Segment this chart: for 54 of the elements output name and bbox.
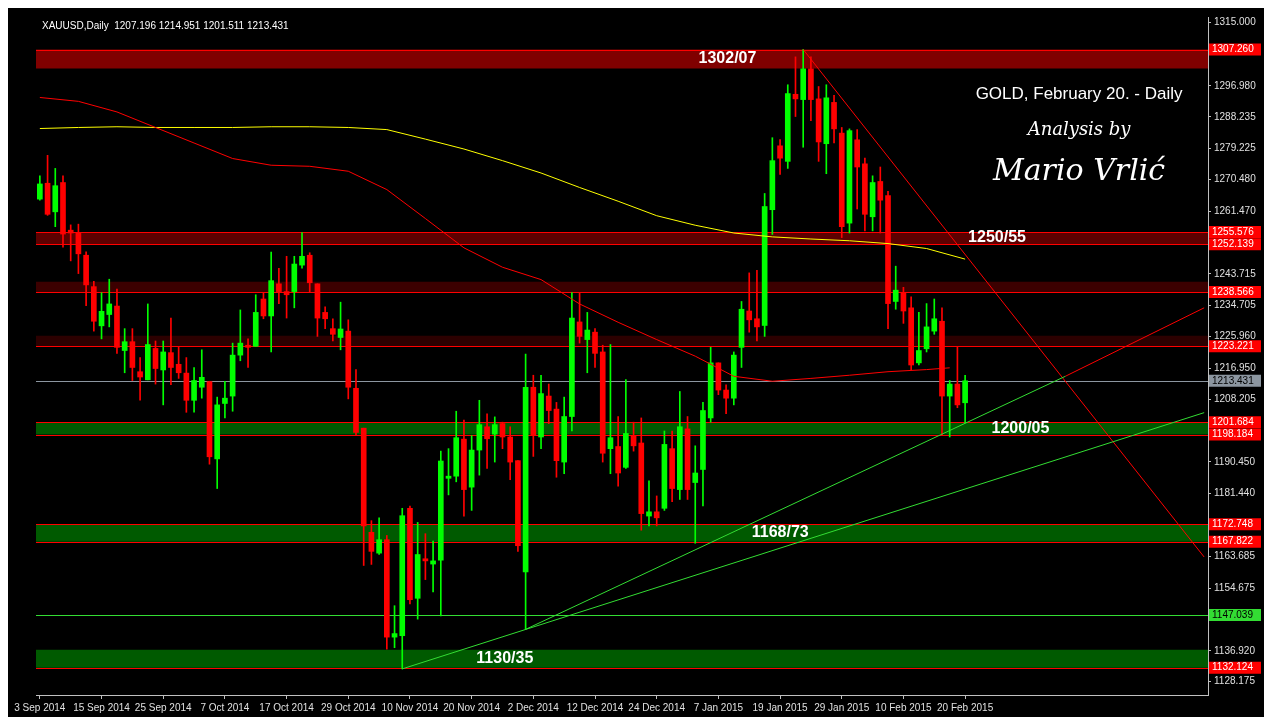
ref-line-label: 1238.566 [1212,285,1255,297]
y-tick-label: 1208.205 [1214,392,1257,404]
ref-line-label: 1147.039 [1212,608,1254,620]
band-label: 1302/07 [698,49,757,67]
y-tick-label: 1216.950 [1214,362,1257,374]
ref-line-label: 1198.184 [1212,428,1254,440]
y-tick-label: 1243.715 [1214,267,1257,279]
x-tick-label: 24 Dec 2014 [628,701,686,713]
y-tick-label: 1261.470 [1214,204,1257,216]
y-tick-label: 1136.920 [1214,644,1256,656]
ref-line-label: 1223.221 [1212,339,1255,351]
x-tick-label: 10 Nov 2014 [381,701,439,713]
ref-line-label: 1252.139 [1212,237,1255,249]
x-tick-label: 7 Jan 2015 [693,701,744,713]
chart-title: XAUUSD,Daily 1207.196 1214.951 1201.511 1213.431 [42,19,290,31]
text: GOLD, February 20. - Daily [975,83,1184,103]
ref-line-label: 1201.684 [1212,415,1255,427]
y-tick-label: 1128.175 [1214,675,1256,687]
ref-line-label: 1172.748 [1212,518,1254,530]
y-tick-label: 1225.960 [1214,330,1257,342]
band-label: 1168/73 [751,523,809,541]
x-tick-label: 7 Oct 2014 [200,701,250,713]
band-label: 1250/55 [968,228,1027,246]
x-tick-label: 29 Jan 2015 [814,701,870,713]
annotation: Analysis by [1025,117,1132,139]
ref-line-label: 1213.431 [1212,374,1255,386]
y-tick-label: 1315.000 [1214,16,1257,28]
x-tick-label: 17 Oct 2014 [259,701,315,713]
ref-line-label: 1307.260 [1212,43,1255,55]
band-label: 1200/05 [991,418,1050,436]
y-tick-label: 1163.685 [1214,550,1256,562]
x-tick-label: 2 Dec 2014 [507,701,560,713]
band-label: 1130/35 [476,649,534,667]
annotation: Mario Vrlić [992,151,1166,187]
y-tick-label: 1234.705 [1214,299,1257,311]
ref-line-label: 1132.124 [1212,661,1254,673]
x-tick-label: 3 Sep 2014 [14,701,66,713]
y-tick-label: 1154.675 [1214,581,1256,593]
y-tick-label: 1279.225 [1214,142,1257,154]
x-tick-label: 12 Dec 2014 [566,701,624,713]
y-tick-label: 1296.980 [1214,79,1257,91]
y-tick-label: 1288.235 [1214,110,1257,122]
y-tick-label: 1181.440 [1214,487,1256,499]
y-tick-label: 1270.480 [1214,173,1257,185]
x-tick-label: 20 Feb 2015 [937,701,994,713]
y-tick-label: 1190.450 [1214,455,1256,467]
ref-line-label: 1167.822 [1212,535,1254,547]
x-tick-label: 25 Sep 2014 [134,701,193,713]
x-tick-label: 29 Oct 2014 [321,701,376,713]
x-tick-label: 20 Nov 2014 [443,701,501,713]
ref-line-label: 1255.576 [1212,225,1255,237]
x-tick-label: 15 Sep 2014 [73,701,131,713]
x-tick-label: 10 Feb 2015 [875,701,932,713]
x-tick-label: 19 Jan 2015 [752,701,809,713]
